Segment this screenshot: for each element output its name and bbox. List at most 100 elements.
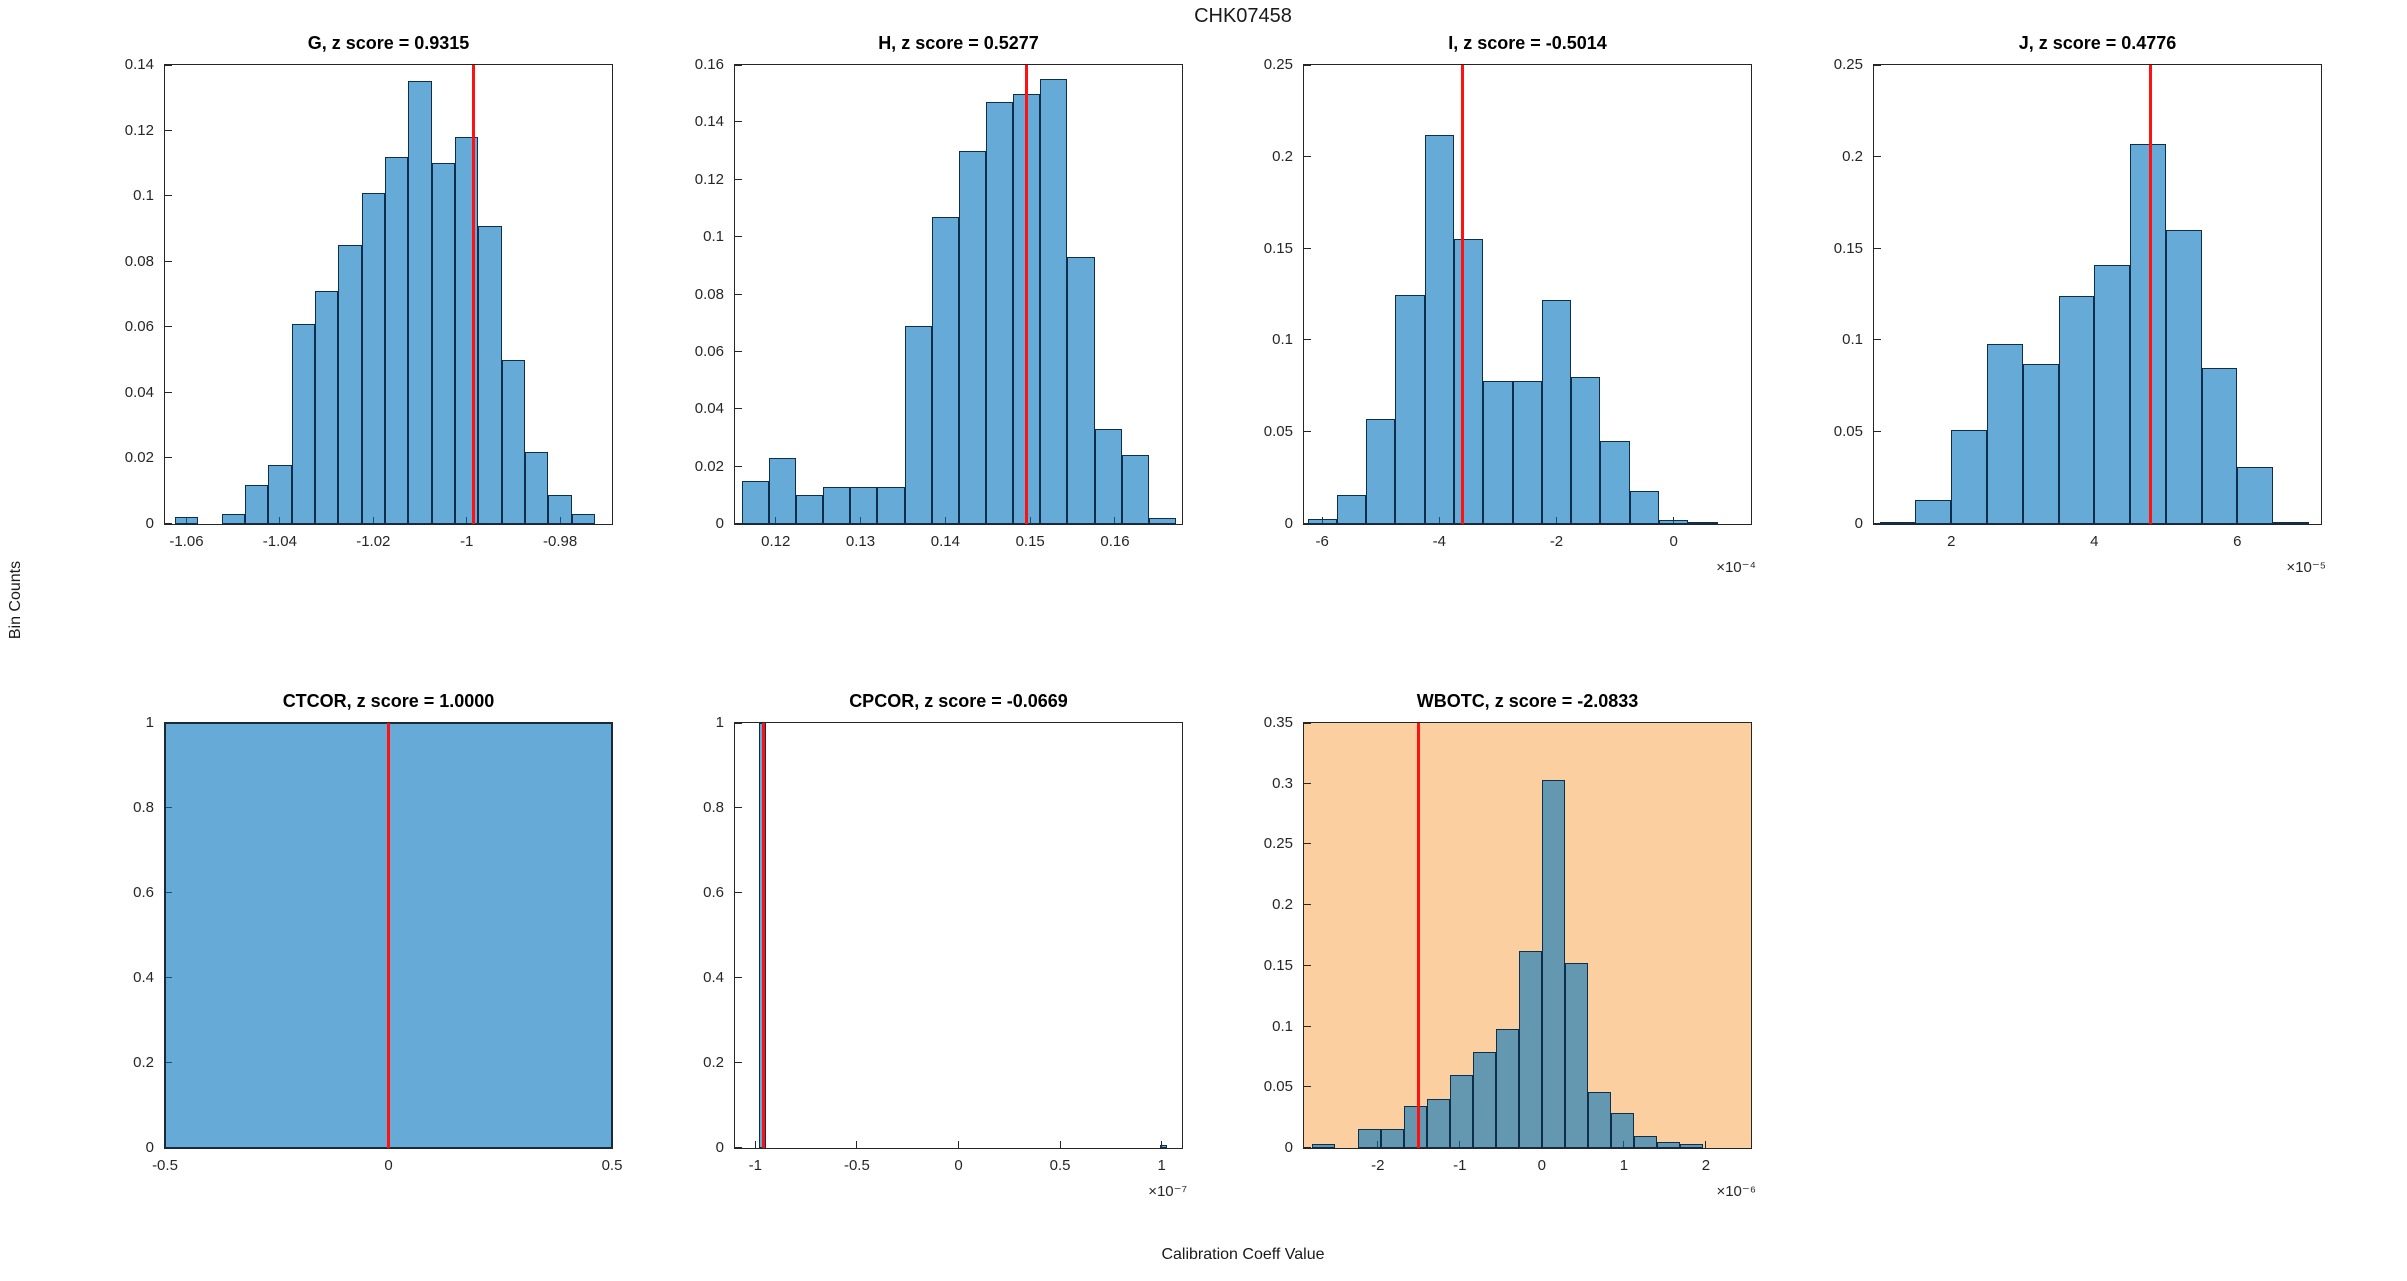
histogram-bar [1424,134,1454,524]
y-tick-label: 0.8 [133,799,154,816]
y-tick-label: 0 [715,1139,724,1156]
z-score-reference-line [387,723,390,1148]
x-tick-label: -2 [1549,533,1564,550]
histogram-bar [1564,963,1588,1148]
subplot-I: I, z score = -0.5014 0 0.05 0.1 0.15 0.2 0.25 -… [1264,33,1756,576]
z-score-reference-line [1025,65,1029,524]
x-tick-mark [754,1141,756,1148]
y-tick-label: 0.06 [124,318,154,336]
histogram-bar [268,465,292,524]
axis-exponent-label: ×10⁻⁷ [1148,1183,1187,1200]
plot-area-J [1873,64,2322,525]
y-tick-mark [1304,904,1311,906]
y-tick-mark [735,65,742,66]
x-axis-label: Calibration Coeff Value [1161,1246,1325,1263]
x-tick-label: 1 [1157,1157,1166,1174]
histogram-bar [1395,294,1425,524]
subplot-WBOTC: WBOTC, z score = -2.0833 0 0.05 0.1 0.15 0.2 0… [1264,691,1756,1200]
histogram-bar [431,163,456,524]
histogram-bar [1518,951,1542,1148]
x-tick-mark [958,1141,959,1148]
y-tick-mark [735,523,742,524]
x-tick-label: -1 [748,1157,762,1174]
histogram-bar [1512,380,1542,524]
histogram-bar [1427,1099,1450,1148]
histogram-bar [1307,518,1337,524]
histogram-bar [1541,780,1565,1148]
y-tick-label: 0.6 [133,884,154,901]
y-tick-mark [1304,723,1311,724]
histogram-bar [314,291,339,524]
y-tick-mark [165,129,172,131]
histogram-bar [338,245,362,524]
y-tick-label: 0.05 [1263,1078,1293,1096]
histogram-bar [2273,522,2309,524]
y-tick-mark [1304,1147,1311,1148]
y-tick-label: 1 [145,714,154,731]
x-tick-label: -6 [1315,533,1329,550]
figure-title: CHK07458 [1194,5,1292,27]
histogram-bar [1610,1112,1634,1148]
x-tick-label: 0 [1537,1157,1547,1174]
y-tick-label: 0 [1284,1139,1293,1156]
histogram-bar [1159,1145,1167,1148]
y-tick-mark [1874,247,1881,249]
histogram-bar [768,458,797,524]
y-tick-mark [1304,843,1311,845]
x-tick-label: -1.02 [356,533,391,550]
x-tick-label: -0.98 [543,533,578,550]
y-tick-label: 0.2 [1272,896,1293,914]
x-tick-label: 0 [1669,533,1678,550]
histogram-bar [1688,522,1718,524]
histogram-bar [796,495,824,524]
y-tick-label: 0 [715,515,724,532]
y-tick-label: 0.35 [1263,714,1293,731]
y-tick-mark [735,723,742,724]
histogram-bar [244,484,269,524]
histogram-bar [904,326,932,524]
y-tick-mark [165,260,172,262]
y-tick-mark [735,293,742,295]
histogram-bar [1121,455,1149,524]
histogram-bar [1541,300,1572,524]
histogram-bar [1336,494,1367,524]
x-tick-label: -1 [1453,1157,1467,1174]
histogram-bar [1915,500,1952,524]
y-tick-label: 0.08 [124,252,154,270]
y-tick-mark [1874,523,1881,524]
histogram-bar [1067,257,1095,524]
histogram-bar [478,225,502,524]
y-tick-mark [735,892,742,893]
y-tick-label: 0.2 [1842,147,1863,165]
x-tick-label: 0 [384,1157,393,1174]
x-tick-label: 0.12 [761,533,791,550]
axis-exponent-label: ×10⁻⁵ [2286,559,2326,576]
x-tick-label: 1 [1619,1157,1629,1174]
y-tick-label: 0.2 [1272,147,1293,165]
subplot-title-H: H, z score = 0.5277 [878,33,1039,53]
histogram-bar [1453,239,1484,524]
subplot-title-CTCOR: CTCOR, z score = 1.0000 [282,691,495,711]
y-tick-label: 0.02 [124,449,154,467]
y-tick-mark [735,350,742,352]
y-tick-label: 0.1 [1272,1017,1293,1035]
x-tick-label: 0.13 [845,533,876,550]
y-tick-label: 0 [1284,515,1293,532]
y-tick-mark [1304,247,1311,249]
plot-area-CTCOR [164,722,613,1149]
y-tick-mark [1874,339,1881,341]
histogram-bar [1312,1144,1336,1148]
histogram-bar [361,192,385,524]
x-tick-label: 2 [1701,1157,1711,1174]
y-tick-mark [735,1062,742,1063]
histogram-bar [1040,79,1068,524]
subplot-CPCOR: CPCOR, z score = -0.0669 0 0.2 0.4 0.6 0.8 1 -1… [703,691,1187,1200]
histogram-bar [1679,1144,1703,1148]
y-tick-label: 0.16 [694,56,724,73]
histogram-bar [850,486,878,524]
y-tick-label: 0.12 [124,121,154,139]
x-tick-label: 0.15 [1015,533,1045,550]
axis-exponent-label: ×10⁻⁴ [1716,559,1756,576]
histogram-bar [2130,143,2166,524]
